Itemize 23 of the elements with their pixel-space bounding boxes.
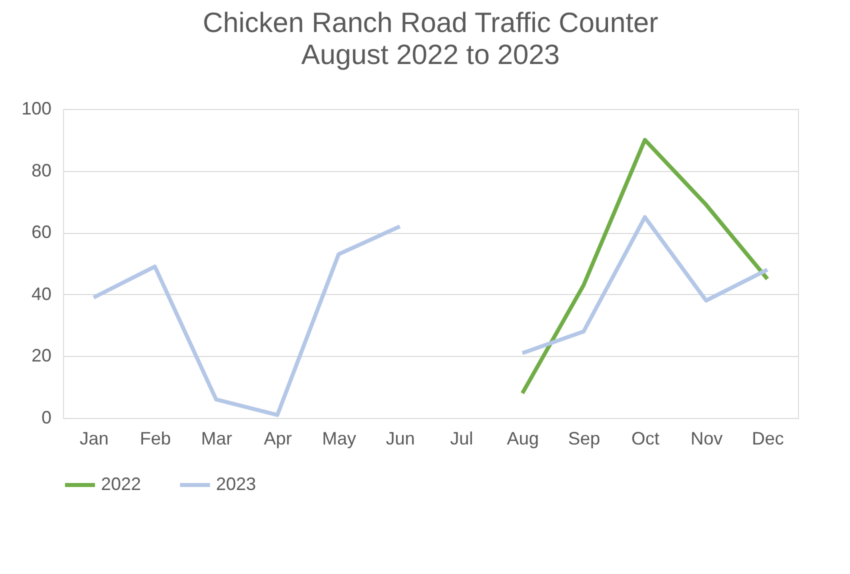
x-tick-label: Feb [140,428,171,448]
x-tick-label: Jul [450,428,474,448]
x-tick-label: Sep [568,428,600,448]
x-tick-label: Aug [506,428,539,448]
x-tick-label: Dec [752,428,784,448]
x-tick-label: Jan [80,428,109,448]
x-tick-label: Mar [201,428,232,448]
line-series [520,138,770,396]
chart-subtitle: August 2022 to 2023 [301,39,560,70]
chart-title: Chicken Ranch Road Traffic Counter [202,7,658,38]
x-tick-label: Oct [631,428,660,448]
legend-label: 2022 [101,474,142,494]
y-tick-label: 100 [21,98,52,118]
y-tick-label: 40 [31,284,52,304]
x-tick-label: Apr [264,428,292,448]
y-tick-label: 20 [31,346,52,366]
y-tick-label: 60 [31,222,52,242]
legend-label: 2023 [216,474,256,494]
x-tick-label: Jun [386,428,415,448]
x-tick-label: May [322,428,356,448]
x-tick-label: Nov [690,428,723,448]
y-tick-label: 0 [41,408,52,428]
y-tick-label: 80 [31,160,52,180]
